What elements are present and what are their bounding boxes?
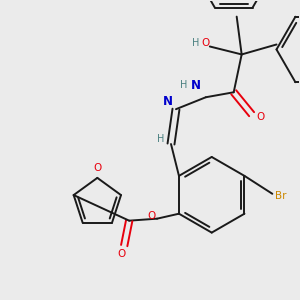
Text: H: H (158, 134, 165, 144)
Text: O: O (117, 248, 125, 259)
Text: N: N (163, 95, 173, 108)
Text: O: O (93, 163, 101, 173)
Text: O: O (147, 211, 155, 221)
Text: N: N (191, 79, 201, 92)
Text: H: H (180, 80, 188, 90)
Text: O: O (202, 38, 210, 49)
Text: Br: Br (275, 191, 287, 201)
Text: O: O (256, 112, 265, 122)
Text: H: H (192, 38, 200, 49)
